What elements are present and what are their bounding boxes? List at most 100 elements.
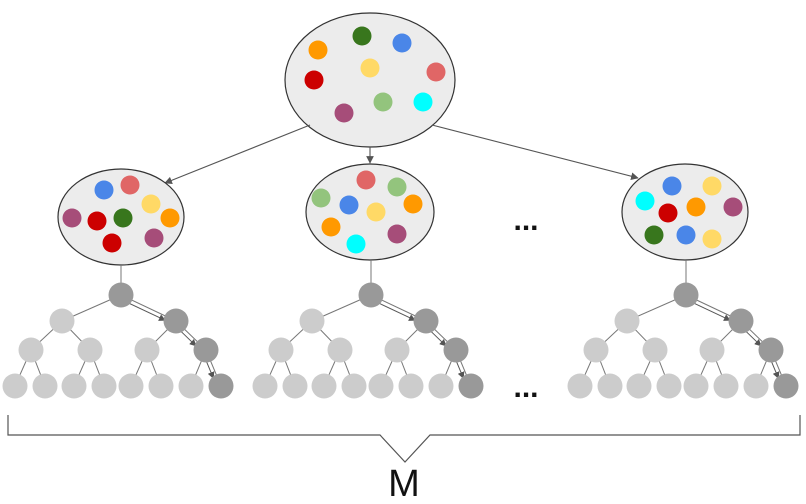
tree-node	[743, 373, 769, 399]
data-point-salmon	[356, 170, 376, 190]
data-point-blue	[676, 225, 696, 245]
tree-node	[268, 337, 294, 363]
tree-node-active	[773, 373, 799, 399]
data-point-purple	[144, 228, 164, 248]
tree-node	[178, 373, 204, 399]
tree-node-active	[443, 337, 469, 363]
tree-node-active	[193, 337, 219, 363]
tree-node	[252, 373, 278, 399]
data-point-orange	[308, 40, 328, 60]
tree-node	[683, 373, 709, 399]
data-point-cyan	[346, 234, 366, 254]
decision-path-arrow	[376, 301, 416, 321]
decision-path-arrow	[178, 329, 197, 347]
brace	[7, 415, 801, 463]
tree-node-active	[208, 373, 234, 399]
tree-node	[311, 373, 337, 399]
data-point-dark-green	[352, 26, 372, 46]
data-point-purple	[387, 224, 407, 244]
tree-node-active	[673, 282, 699, 308]
tree-node	[699, 337, 725, 363]
tree-node	[567, 373, 593, 399]
decision-path-arrow	[743, 329, 762, 347]
decision-tree-3	[567, 260, 799, 399]
data-point-orange	[686, 197, 706, 217]
data-point-dark-green	[113, 208, 133, 228]
tree-node	[299, 308, 325, 334]
data-point-orange	[321, 217, 341, 237]
data-point-purple	[62, 208, 82, 228]
tree-node	[398, 373, 424, 399]
tree-node	[61, 373, 87, 399]
data-point-yellow	[702, 229, 722, 249]
tree-node	[327, 337, 353, 363]
data-point-orange	[403, 194, 423, 214]
tree-node	[368, 373, 394, 399]
data-point-blue	[94, 180, 114, 200]
data-point-blue	[339, 195, 359, 215]
decision-path-arrow	[126, 301, 166, 321]
ensemble-size-label: M	[388, 463, 420, 504]
data-point-red	[87, 211, 107, 231]
data-point-salmon	[426, 62, 446, 82]
tree-node-active	[413, 308, 439, 334]
data-point-light-green	[311, 188, 331, 208]
ellipsis-samples: ...	[513, 204, 538, 237]
tree-node	[614, 308, 640, 334]
data-point-yellow	[141, 194, 161, 214]
tree-node-active	[728, 308, 754, 334]
tree-node	[134, 337, 160, 363]
data-point-yellow	[366, 202, 386, 222]
decision-tree-1	[2, 265, 234, 399]
data-point-yellow	[360, 58, 380, 78]
arrow-to-sample-3	[431, 124, 639, 181]
tree-node	[282, 373, 308, 399]
arrow-to-sample-1	[164, 124, 311, 185]
data-point-blue	[392, 33, 412, 53]
tree-node-active	[108, 282, 134, 308]
data-point-blue	[662, 176, 682, 196]
data-point-red	[658, 203, 678, 223]
tree-node	[656, 373, 682, 399]
data-point-salmon	[120, 175, 140, 195]
tree-node	[642, 337, 668, 363]
data-point-light-green	[373, 92, 393, 112]
tree-node-active	[358, 282, 384, 308]
tree-node	[384, 337, 410, 363]
tree-node-active	[458, 373, 484, 399]
data-point-red	[304, 70, 324, 90]
data-point-dark-green	[644, 225, 664, 245]
tree-node	[713, 373, 739, 399]
tree-node	[32, 373, 58, 399]
ellipsis-trees: ...	[513, 371, 538, 404]
tree-node	[18, 337, 44, 363]
tree-node	[626, 373, 652, 399]
tree-node	[583, 337, 609, 363]
tree-node-active	[758, 337, 784, 363]
bootstrap-sample-1	[57, 168, 185, 266]
bootstrap-arrows	[164, 124, 639, 185]
decision-tree-2	[252, 260, 484, 399]
tree-node	[341, 373, 367, 399]
data-point-light-green	[387, 177, 407, 197]
tree-node	[49, 308, 75, 334]
tree-node	[2, 373, 28, 399]
decision-trees	[2, 260, 799, 399]
tree-node	[91, 373, 117, 399]
tree-node-active	[163, 308, 189, 334]
data-point-orange	[160, 208, 180, 228]
data-point-cyan	[635, 191, 655, 211]
tree-node	[148, 373, 174, 399]
tree-node	[118, 373, 144, 399]
data-point-cyan	[413, 92, 433, 112]
data-point-purple	[334, 103, 354, 123]
tree-node	[428, 373, 454, 399]
tree-node	[597, 373, 623, 399]
bootstrap-sample-2	[305, 163, 435, 261]
root-dataset	[284, 12, 456, 148]
decision-path-arrow	[428, 329, 447, 347]
data-point-purple	[723, 197, 743, 217]
data-point-red	[102, 233, 122, 253]
tree-node	[77, 337, 103, 363]
